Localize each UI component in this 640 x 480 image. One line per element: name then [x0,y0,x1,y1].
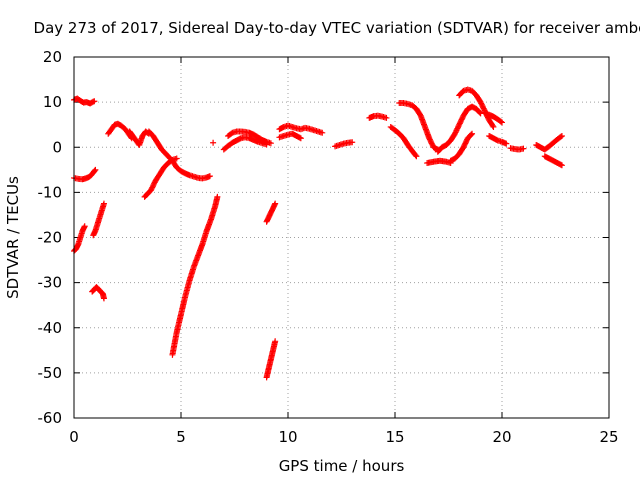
series-arc-04 [90,200,107,239]
series-arc-08 [145,128,174,162]
data-point [91,167,98,174]
data-point [214,193,221,200]
data-point [490,123,497,130]
series-arc-30 [533,132,565,153]
series-arc-31 [541,153,565,169]
data-point [173,155,180,162]
data-point [92,166,99,173]
data-point [100,295,107,302]
series-arc-12 [210,139,217,146]
data-point [413,153,420,160]
y-tick-label: -20 [38,229,63,247]
data-point [468,131,475,138]
y-tick-label: 0 [52,138,62,156]
y-tick-label: 10 [43,93,62,111]
data-point [210,139,217,146]
series-arc-09 [141,155,180,200]
data-point [383,114,390,121]
data-point [558,162,565,169]
series-arc-11 [169,193,221,358]
series-arc-10 [169,157,213,182]
y-tick-label: 20 [43,48,62,66]
data-point [206,173,213,180]
data-point [297,135,304,142]
data-point [558,132,565,139]
data-point [349,139,356,146]
data-point [272,338,279,345]
data-point [520,145,527,152]
x-tick-label: 5 [176,428,186,446]
series-arc-20 [366,112,390,121]
series-arc-01 [71,95,98,107]
series-arc-02 [71,166,99,183]
series-arc-18 [276,130,304,142]
data-point [469,130,476,137]
y-tick-label: -40 [38,319,63,337]
x-tick-label: 25 [599,428,618,446]
series-arc-16 [263,338,279,381]
series-arc-15 [263,200,279,225]
series-arc-25 [447,130,476,164]
data-point [503,140,510,147]
data-point [100,200,107,207]
series-arc-14 [225,128,274,147]
grid-lines [74,57,609,418]
series-arc-24 [434,103,484,155]
series-arc-17 [276,122,326,136]
data-points [71,86,565,381]
chart-title: Day 273 of 2017, Sidereal Day-to-day VTE… [34,19,640,37]
x-tick-label: 0 [69,428,79,446]
series-arc-21 [387,123,420,160]
data-point [319,129,326,136]
y-tick-label: -30 [38,274,63,292]
series-arc-03 [71,223,88,255]
data-point [557,133,564,140]
data-point [81,223,88,230]
plot-frame [73,56,610,419]
data-point [267,140,274,147]
series-arc-27 [486,132,510,147]
y-tick-label: -10 [38,183,63,201]
y-tick-label: -50 [38,364,63,382]
x-tick-label: 20 [492,428,511,446]
series-arc-22 [396,100,441,153]
x-axis-label: GPS time / hours [279,457,405,475]
series-arc-05 [89,284,107,302]
series-arc-23 [424,157,454,167]
data-point [497,118,504,125]
series-arc-29 [507,145,527,153]
data-point [489,122,496,129]
data-point [91,98,98,105]
data-point [412,152,419,159]
data-point [476,109,483,116]
axis-ticks: 0 5 10 15 20 25 -60 -50 -40 -30 -20 -10 0 10 20 [38,48,619,446]
y-axis-label: SDTVAR / TECUs [4,176,22,299]
x-tick-label: 10 [278,428,297,446]
data-point [499,119,505,126]
data-point [272,200,279,207]
series-arc-28 [481,110,505,126]
series-arc-19 [332,139,356,150]
y-tick-label: -60 [38,409,63,427]
x-tick-label: 15 [385,428,404,446]
